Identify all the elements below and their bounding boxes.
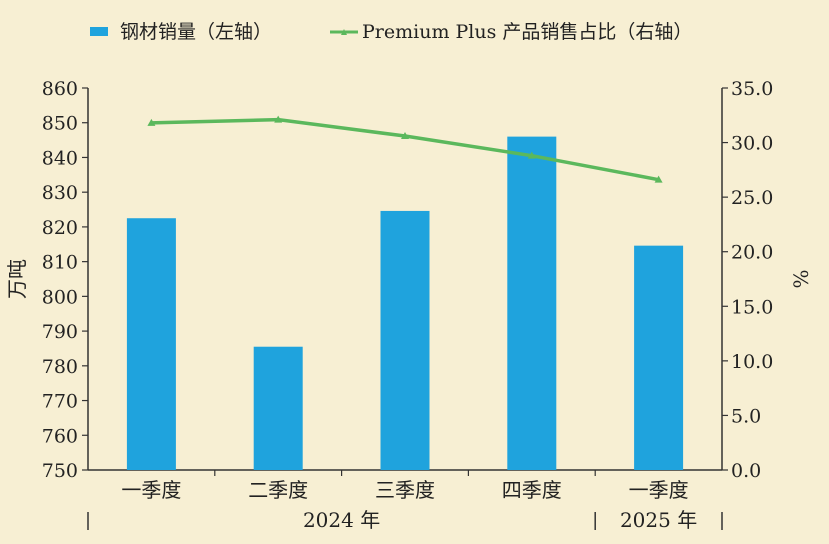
bar [634,245,684,470]
line-point [654,175,663,183]
left-tick-label: 750 [42,460,78,482]
line-path [151,117,659,182]
x-tick-label: 四季度 [502,478,562,502]
bar [126,218,176,470]
bar [507,136,557,471]
legend-line-marker-icon [341,29,347,35]
left-tick-label: 760 [42,425,78,447]
bar [380,210,430,470]
bar [253,346,303,470]
left-tick-label: 780 [42,356,78,378]
right-tick-label: 10.0 [731,351,773,373]
left-axis-ticks: 750 760 770 780 790 800 810 820 830 840 850 860 [42,78,88,482]
line-series [147,115,663,183]
right-tick-label: 0.0 [731,460,761,482]
year-group-label: 2025 年 [620,508,697,532]
left-tick-label: 820 [42,217,78,239]
right-tick-label: 30.0 [731,133,773,155]
right-axis-ticks: 0.0 5.0 10.0 15.0 20.0 25.0 30.0 35.0 [722,78,773,482]
line-point [147,118,156,126]
left-tick-label: 860 [42,78,78,100]
line-point [274,115,283,123]
bar-series [126,136,684,471]
legend-line-label: Premium Plus 产品销售占比（右轴） [362,21,692,43]
line-point [401,132,409,140]
left-tick-label: 790 [42,321,78,343]
left-tick-label: 850 [42,113,78,135]
right-tick-label: 5.0 [731,405,761,427]
x-tick-label: 一季度 [121,478,181,502]
right-tick-label: 35.0 [731,78,773,100]
right-tick-label: 15.0 [731,296,773,318]
year-group-label: 2024 年 [303,508,380,532]
line-point [527,151,536,159]
legend: 钢材销量（左轴） Premium Plus 产品销售占比（右轴） [90,21,692,43]
left-axis-title: 万吨 [5,259,29,299]
x-axis-labels: 一季度 二季度 三季度 四季度 一季度 [121,470,689,502]
right-axis-title: % [789,269,813,288]
right-tick-label: 25.0 [731,187,773,209]
legend-bar-label: 钢材销量（左轴） [120,21,272,43]
left-tick-label: 770 [42,391,78,413]
year-group-labels: 2024 年 2025 年 [87,508,723,532]
left-tick-label: 810 [42,252,78,274]
x-tick-label: 二季度 [248,478,308,502]
left-tick-label: 830 [42,182,78,204]
x-tick-label: 三季度 [375,478,435,502]
left-tick-label: 840 [42,147,78,169]
left-tick-label: 800 [42,286,78,308]
right-tick-label: 20.0 [731,242,773,264]
x-tick-label: 一季度 [629,478,689,502]
legend-bar-swatch [90,27,108,36]
